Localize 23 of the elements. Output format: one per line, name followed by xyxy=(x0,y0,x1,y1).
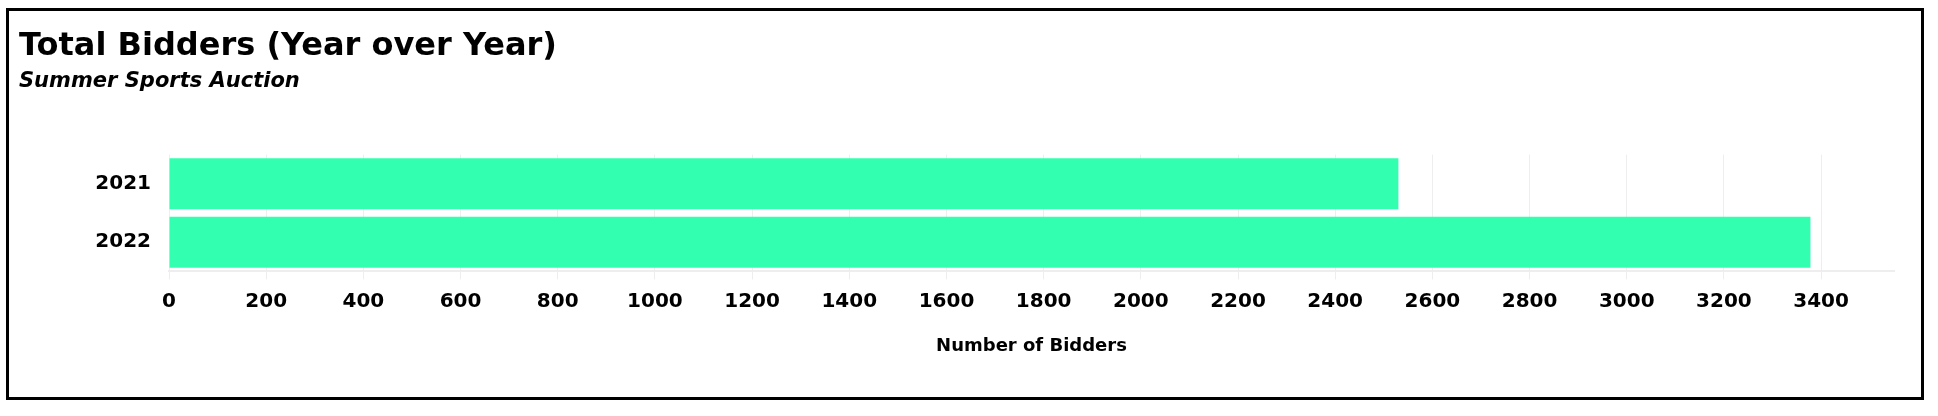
x-tick-label: 3400 xyxy=(1793,287,1849,312)
x-tick-label: 200 xyxy=(245,287,288,312)
x-tick-label: 1000 xyxy=(627,287,683,312)
x-tick-label: 1200 xyxy=(724,287,780,312)
x-tick-label: 2400 xyxy=(1307,287,1364,312)
chart-title: Total Bidders (Year over Year) xyxy=(19,24,557,63)
x-tick-label: 1600 xyxy=(918,287,975,312)
x-tick-label: 3000 xyxy=(1598,287,1655,312)
y-tick-label: 2021 xyxy=(95,170,151,194)
x-tick-label: 400 xyxy=(342,287,385,312)
x-tick-label: 1400 xyxy=(821,287,878,312)
x-tick-label: 0 xyxy=(162,287,176,312)
y-tick-label: 2022 xyxy=(95,228,151,253)
x-tick-label: 800 xyxy=(536,287,579,312)
x-axis-title: Number of Bidders xyxy=(936,333,1127,355)
chart-subtitle: Summer Sports Auction xyxy=(19,68,300,93)
x-tick-label: 2000 xyxy=(1112,287,1169,312)
x-tick-label: 3200 xyxy=(1696,287,1752,312)
x-tick-label: 2600 xyxy=(1404,287,1461,312)
x-tick-label: 2800 xyxy=(1501,287,1558,312)
x-tick-label: 600 xyxy=(439,287,482,312)
x-tick-label: 1800 xyxy=(1015,287,1072,312)
x-tick-label: 2200 xyxy=(1210,287,1266,312)
